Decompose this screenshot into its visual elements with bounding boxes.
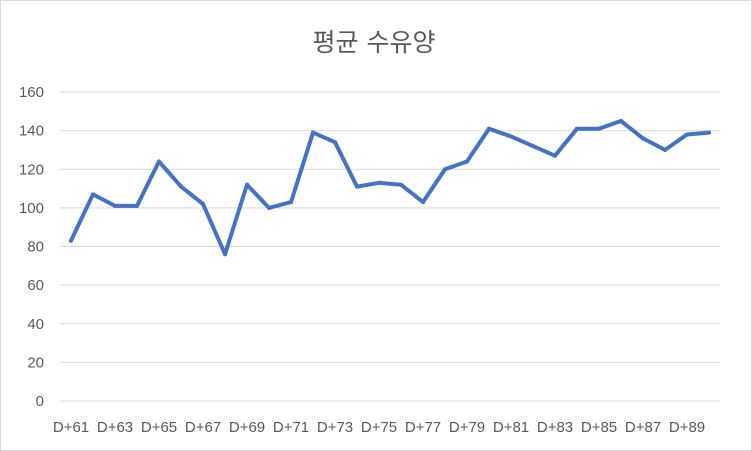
data-point (685, 132, 689, 137)
data-point (399, 182, 403, 187)
chart-title: 평균 수유양 (313, 28, 436, 57)
x-tick-label: D+83 (537, 419, 573, 436)
data-point (619, 118, 623, 123)
x-tick-label: D+73 (317, 419, 353, 436)
data-point (223, 252, 227, 257)
y-tick-label: 40 (27, 316, 44, 333)
data-point (553, 153, 557, 158)
x-axis-tick-labels: D+61 D+63 D+65 D+67 D+69 D+71 D+73 D+75 D+77 D+79… (53, 419, 705, 436)
x-tick-label: D+89 (669, 419, 705, 436)
data-point (443, 167, 447, 172)
y-tick-label: 20 (27, 354, 44, 371)
data-point (531, 144, 535, 149)
data-point (487, 126, 491, 131)
y-tick-label: 120 (19, 161, 44, 178)
x-tick-label: D+85 (581, 419, 617, 436)
x-tick-label: D+63 (97, 419, 133, 436)
data-point (597, 126, 601, 131)
x-tick-label: D+71 (273, 419, 309, 436)
x-tick-label: D+81 (493, 419, 529, 436)
y-tick-label: 0 (36, 393, 44, 410)
y-tick-label: 160 (19, 84, 44, 101)
data-point (69, 238, 73, 243)
y-tick-label: 80 (27, 239, 44, 256)
data-point (377, 180, 381, 185)
y-axis-tick-labels: 0 20 40 60 80 100 120 140 160 (19, 84, 44, 410)
y-tick-label: 60 (27, 277, 44, 294)
y-tick-label: 140 (19, 123, 44, 140)
data-point (157, 159, 161, 164)
data-point (355, 184, 359, 189)
x-tick-label: D+75 (361, 419, 397, 436)
x-tick-label: D+79 (449, 419, 485, 436)
data-point (333, 140, 337, 145)
x-tick-label: D+69 (229, 419, 265, 436)
series-layer (69, 118, 711, 257)
x-tick-label: D+67 (185, 419, 221, 436)
data-point (421, 200, 425, 205)
data-point (707, 130, 711, 135)
data-point (663, 147, 667, 152)
gridlines (60, 91, 720, 402)
x-tick-label: D+77 (405, 419, 441, 436)
data-point (91, 192, 95, 197)
x-tick-label: D+61 (53, 419, 89, 436)
data-point (575, 126, 579, 131)
data-point (113, 203, 117, 208)
series-line-0 (69, 119, 711, 257)
data-point (641, 136, 645, 141)
x-tick-label: D+87 (625, 419, 661, 436)
data-point (179, 184, 183, 189)
y-tick-label: 100 (19, 200, 44, 217)
data-point (267, 205, 271, 210)
data-point (311, 130, 315, 135)
data-point (465, 159, 469, 164)
data-point (509, 134, 513, 139)
data-point (245, 182, 249, 187)
data-point (289, 200, 293, 205)
x-tick-label: D+65 (141, 419, 177, 436)
data-point (201, 202, 205, 207)
data-point (135, 203, 139, 208)
